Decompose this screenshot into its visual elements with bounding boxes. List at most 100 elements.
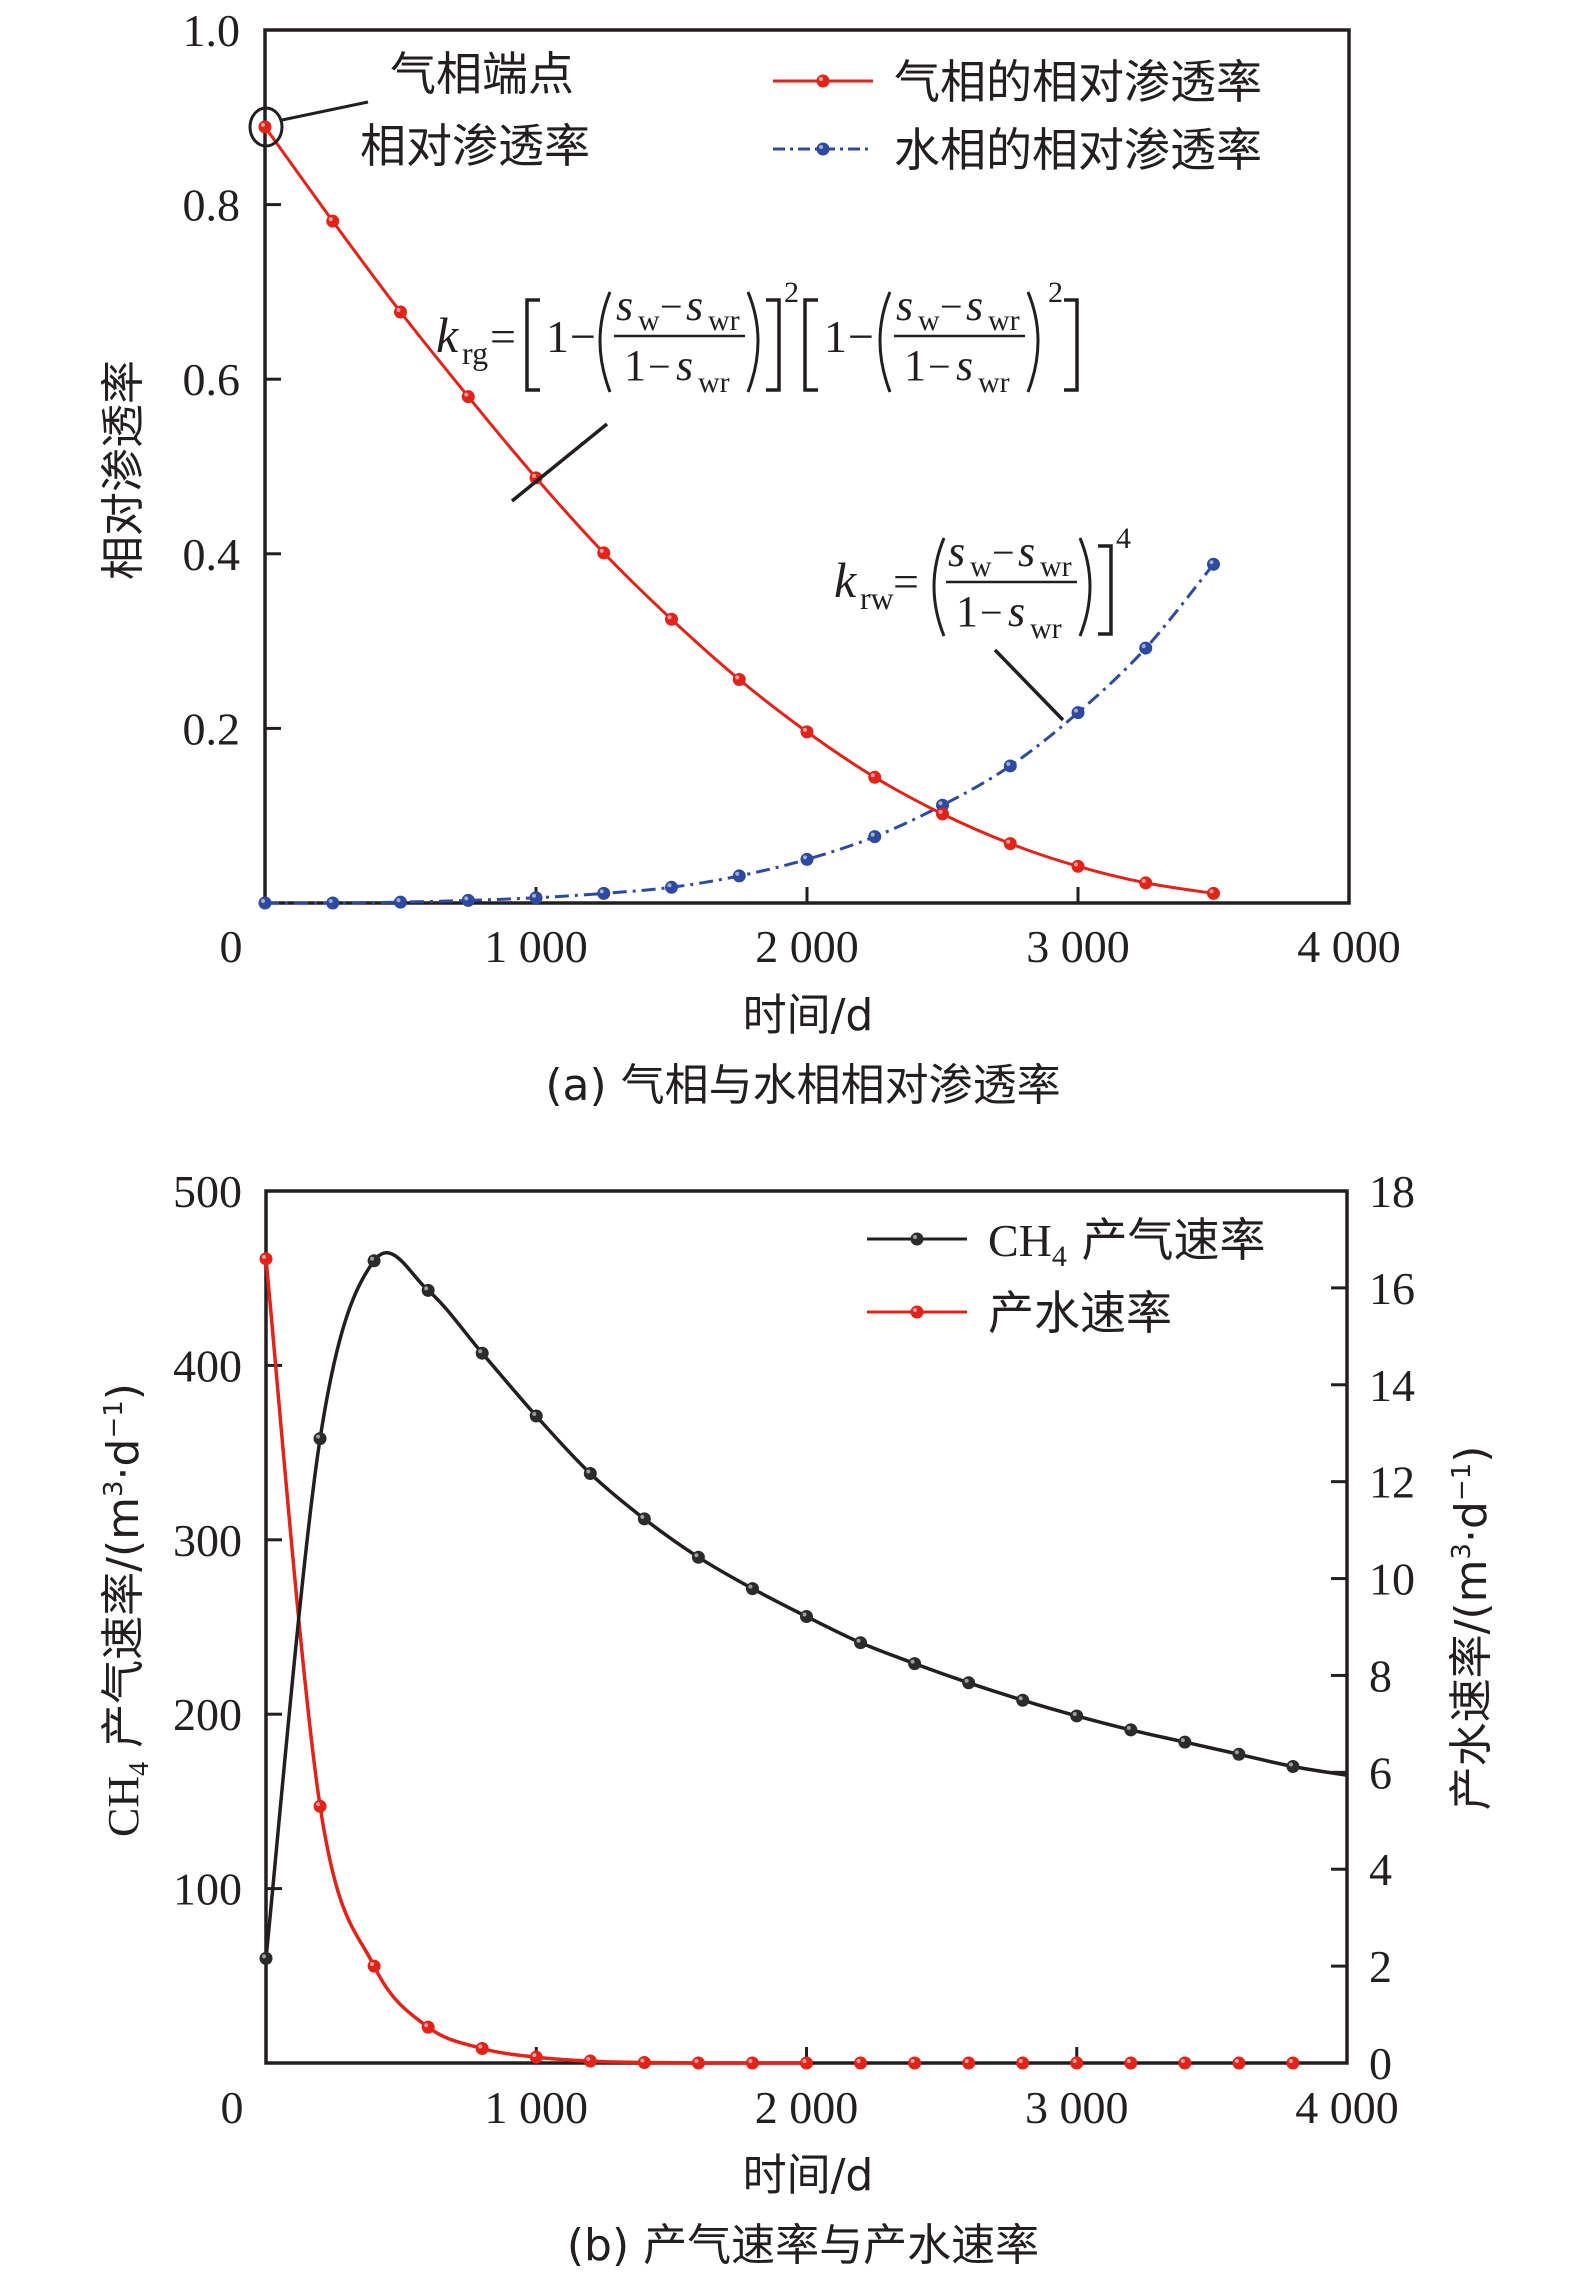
krg-den-s: s <box>676 341 693 390</box>
endpoint-leader-line <box>281 100 369 122</box>
data-point-water-rate-highlight <box>640 2058 645 2063</box>
data-point-water-rate-highlight <box>910 2059 915 2063</box>
krg-frac-minus: − <box>660 284 683 329</box>
data-point-ch4-rate <box>259 1951 273 1965</box>
data-point-ch4-rate <box>1016 1693 1030 1707</box>
data-point-water-rate <box>1178 2056 1192 2070</box>
data-point-water-rate <box>691 2056 705 2070</box>
data-point-water-rate <box>529 2050 543 2064</box>
data-point-water-rate-highlight <box>370 1962 375 1967</box>
data-point-ch4-rate <box>421 1283 435 1297</box>
data-point-water-highlight <box>1209 560 1214 565</box>
data-point-gas <box>1071 859 1085 873</box>
krg-leader-line <box>510 422 609 503</box>
y2-title-close: ) <box>1446 1446 1497 1463</box>
krg-left-bracket-2 <box>803 298 818 392</box>
data-point-ch4-rate <box>1286 1760 1300 1774</box>
krg-wr-sub: wr <box>708 304 740 337</box>
data-point-ch4-rate-highlight <box>1126 1725 1131 1730</box>
data-point-water-highlight <box>328 899 333 903</box>
data-point-water-rate-highlight <box>316 1802 321 1807</box>
data-point-water-highlight <box>261 899 265 903</box>
data-point-ch4-rate-highlight <box>748 1584 753 1589</box>
data-point-water-highlight <box>1006 761 1011 766</box>
panel-a-relative-permeability: 0 1 000 2 000 3 000 4 000 0.2 0.4 0.6 0.8 1.0 时间/d… <box>98 5 1401 1111</box>
krg2-den-wr: wr <box>978 366 1010 399</box>
data-point-water-highlight <box>599 889 604 894</box>
data-point-water-rate-highlight <box>532 2053 537 2058</box>
series-ch4-rate <box>259 1251 1348 1965</box>
krg-right-paren <box>746 291 760 393</box>
krw-right-bracket <box>1098 544 1113 636</box>
y-axis-title: 相对渗透率 <box>98 360 149 580</box>
data-point-water-rate <box>800 2056 813 2070</box>
y-title-mid: 产气速率/(m <box>98 1497 149 1762</box>
krg2-den-minus: − <box>928 344 951 389</box>
data-point-water-rate <box>962 2056 976 2070</box>
data-point-water-rate <box>1124 2056 1138 2070</box>
data-point-gas-highlight <box>1006 839 1011 844</box>
data-point-gas-highlight <box>532 473 536 478</box>
y-tick-label: 100 <box>173 1864 242 1915</box>
data-point-gas-highlight <box>396 307 401 312</box>
data-point-water-rate-highlight <box>262 1254 266 1259</box>
data-point-gas-highlight <box>938 809 943 814</box>
data-point-ch4-rate-highlight <box>640 1514 645 1519</box>
x-tick-label: 4 000 <box>1297 921 1401 972</box>
data-point-ch4-rate-highlight <box>1072 1711 1077 1716</box>
series-line-water-rate <box>264 1258 807 2065</box>
legend-label-gas: 气相的相对渗透率 <box>894 55 1262 109</box>
y2-tick-label: 16 <box>1369 1263 1415 1314</box>
y-tick-label: 0.6 <box>183 354 241 405</box>
y2-axis-title: 产水速率/(m3·d−1) <box>1446 1446 1497 1811</box>
y2-tick-label: 8 <box>1369 1650 1392 1701</box>
y-tick-label: 1.0 <box>183 5 241 56</box>
data-point-ch4-rate-highlight <box>802 1612 807 1617</box>
y-axis-title: CH4 产气速率/(m3·d−1) <box>98 1383 155 1837</box>
krg-left-paren <box>598 291 612 393</box>
krw-exponent: 4 <box>1116 522 1131 555</box>
x-tick-label: 3 000 <box>1026 921 1130 972</box>
data-point-water-highlight <box>667 883 672 888</box>
data-point-gas <box>800 725 814 739</box>
data-point-water-highlight <box>870 832 875 837</box>
data-point-ch4-rate <box>962 1676 976 1690</box>
data-point-water-rate <box>1070 2056 1084 2070</box>
data-point-water <box>1207 557 1220 571</box>
krw-formula: k rw =s w − s wr1− s wr4 <box>834 522 1131 722</box>
series-gas-relperm <box>258 120 1220 900</box>
data-point-water <box>868 830 882 844</box>
krg-den-wr: wr <box>698 366 730 399</box>
data-point-water-rate <box>259 1252 273 1266</box>
data-point-gas <box>258 120 272 134</box>
data-point-water-highlight <box>735 871 740 876</box>
krg-left-bracket <box>525 298 540 392</box>
x-tick-label: 4 000 <box>1295 2082 1399 2133</box>
data-point-water-rate <box>908 2056 922 2070</box>
data-point-ch4-rate-highlight <box>910 1659 915 1664</box>
series-water-relperm <box>258 557 1220 910</box>
x-axis-title: 时间/d <box>743 990 874 1041</box>
data-point-ch4-rate <box>475 1346 489 1360</box>
data-point-water-rate <box>583 2054 597 2068</box>
krw-leader-line <box>993 648 1065 722</box>
krg2-s-wr: s <box>966 281 983 330</box>
data-point-ch4-rate <box>529 1409 543 1423</box>
data-point-water-rate-highlight <box>694 2059 699 2063</box>
data-point-gas <box>1003 837 1017 851</box>
y-tick-label: 400 <box>173 1340 242 1391</box>
legend-ch4-post: 产气速率 <box>1067 1213 1266 1267</box>
data-point-ch4-rate <box>1070 1709 1084 1723</box>
data-point-ch4-rate <box>1124 1723 1138 1737</box>
plot-frame <box>264 1189 1349 2065</box>
krw-wr-sub: wr <box>1040 550 1072 583</box>
data-point-ch4-rate-highlight <box>1234 1750 1239 1755</box>
data-point-ch4-rate <box>1178 1735 1192 1749</box>
data-point-water <box>665 880 678 894</box>
endpoint-circle <box>248 106 284 148</box>
y-tick-label: 0.4 <box>183 529 241 580</box>
data-point-ch4-rate <box>691 1550 705 1564</box>
